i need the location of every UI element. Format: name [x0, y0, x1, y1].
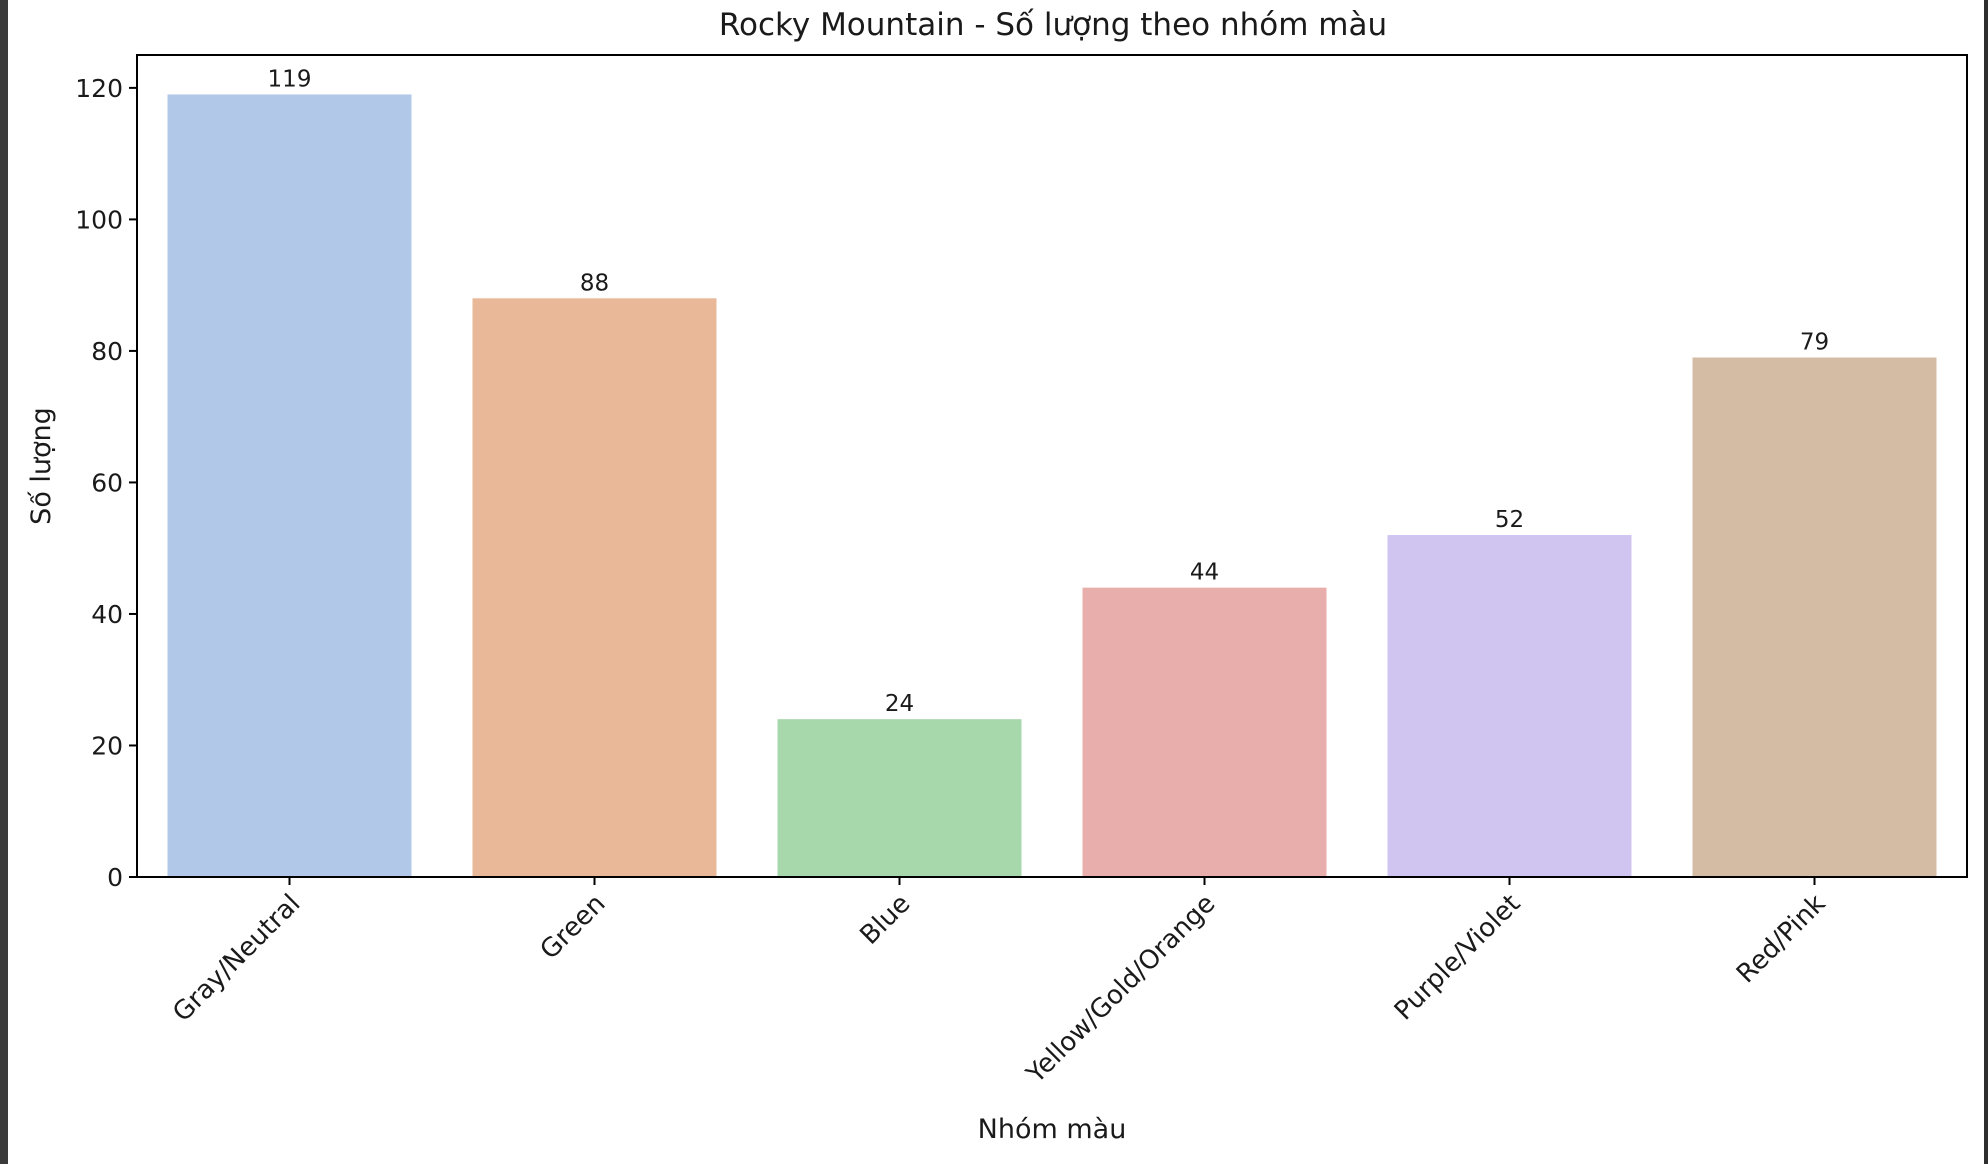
bar-0: [167, 94, 412, 878]
y-tick-label: 80: [91, 337, 123, 366]
x-tick-label: Yellow/Gold/Orange: [1020, 889, 1221, 1090]
y-tick-label: 20: [91, 731, 123, 760]
bar-value-label: 44: [1190, 560, 1219, 586]
bar-value-label: 79: [1800, 329, 1829, 355]
window-edge-right: [1984, 0, 1988, 1164]
x-tick-label: Red/Pink: [1731, 889, 1831, 989]
bar-value-label: 119: [268, 66, 312, 92]
x-axis: Gray/Neutral Green Blue Yellow/Gold/Orange P…: [167, 877, 1831, 1090]
bar-2: [777, 719, 1022, 877]
chart-title: Rocky Mountain - Số lượng theo nhóm màu: [719, 7, 1387, 43]
x-tick-label: Blue: [855, 889, 917, 951]
y-tick-label: 100: [75, 205, 123, 234]
bar-value-label: 24: [885, 691, 914, 717]
bar-3: [1082, 587, 1327, 877]
y-tick-label: 60: [91, 468, 123, 497]
plot-frame: [136, 54, 1968, 878]
y-tick-label: 120: [75, 74, 123, 103]
bar-5: [1692, 357, 1937, 878]
y-tick-label: 40: [91, 600, 123, 629]
bars-group: [167, 94, 1937, 878]
y-tick-label: 0: [107, 863, 123, 892]
bar-value-label: 88: [580, 270, 609, 296]
y-axis-title: Số lượng: [26, 407, 57, 525]
bar-4: [1387, 535, 1632, 877]
bar-1: [472, 298, 717, 877]
x-tick-label: Purple/Violet: [1389, 889, 1527, 1027]
y-axis: 0 20 40 60 80 100 120: [75, 74, 137, 892]
bar-value-label: 52: [1495, 507, 1524, 533]
x-axis-title: Nhóm màu: [978, 1114, 1127, 1145]
x-tick-label: Gray/Neutral: [167, 889, 306, 1028]
x-tick-label: Green: [535, 889, 612, 966]
window-edge-left: [0, 0, 8, 1164]
value-labels-group: 119 88 24 44 52 79: [268, 66, 1830, 717]
